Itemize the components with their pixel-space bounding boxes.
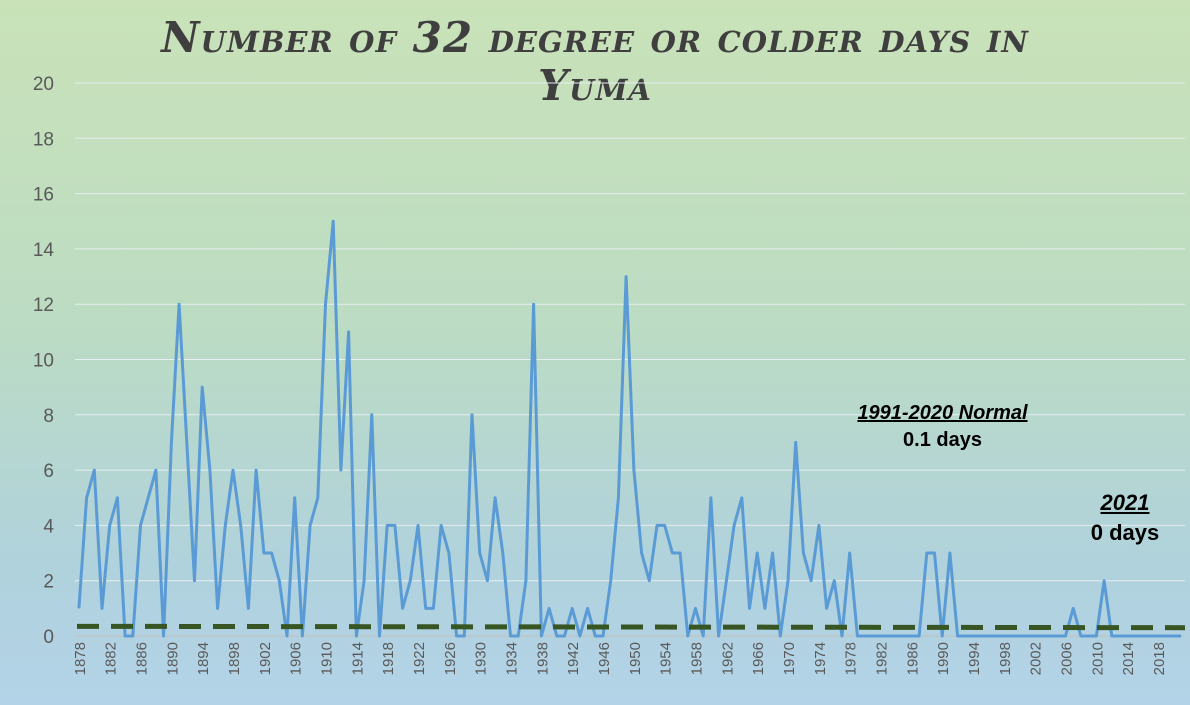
y-tick-label: 4 (43, 516, 54, 537)
x-tick-label: 1986 (904, 642, 921, 675)
x-tick-label: 1886 (134, 642, 151, 675)
grid-lines (75, 82, 1185, 637)
x-tick-label: 2018 (1151, 642, 1168, 675)
x-tick-label: 1962 (719, 642, 736, 675)
x-tick-label: 1974 (812, 642, 829, 675)
x-tick-label: 1982 (874, 642, 891, 675)
x-tick-label: 1990 (935, 642, 952, 675)
x-tick-label: 1934 (504, 642, 521, 675)
normal-annotation-title: 1991-2020 Normal (857, 402, 1028, 424)
x-tick-label: 1914 (349, 642, 366, 675)
x-tick-label: 1954 (658, 642, 675, 675)
x-tick-label: 1978 (843, 642, 860, 675)
normal-annotation-value: 0.1 days (903, 429, 982, 451)
x-tick-label: 1970 (781, 642, 798, 675)
y-tick-label: 14 (33, 240, 55, 261)
x-axis-ticks: 1878 1882 1886 1890 1894 1898 1902 1906 1910 1914… (72, 642, 1168, 675)
year-annotation-title: 2021 (1100, 490, 1150, 515)
y-tick-label: 10 (33, 351, 54, 372)
x-tick-label: 1958 (689, 642, 706, 675)
x-tick-label: 1966 (750, 642, 767, 675)
y-tick-label: 18 (33, 129, 54, 150)
y-tick-label: 16 (33, 185, 54, 206)
y-tick-label: 12 (33, 295, 54, 316)
x-tick-label: 1994 (966, 642, 983, 675)
x-tick-label: 1918 (380, 642, 397, 675)
year-annotation: 2021 0 days (1070, 490, 1180, 546)
x-tick-label: 1898 (226, 642, 243, 675)
x-tick-label: 1930 (473, 642, 490, 675)
y-tick-label: 20 (33, 74, 54, 95)
series-lines (76, 219, 1186, 638)
y-tick-label: 2 (43, 572, 54, 593)
x-tick-label: 1878 (72, 642, 89, 675)
x-tick-label: 1894 (195, 642, 212, 675)
x-tick-label: 1938 (534, 642, 551, 675)
x-tick-label: 1890 (164, 642, 181, 675)
y-axis-ticks: 0 2 4 6 8 10 12 14 16 18 20 (33, 74, 55, 648)
x-tick-label: 1906 (288, 642, 305, 675)
normal-annotation: 1991-2020 Normal 0.1 days (830, 402, 1055, 452)
x-tick-label: 2014 (1120, 642, 1137, 675)
year-annotation-value: 0 days (1090, 520, 1160, 545)
y-tick-label: 0 (43, 627, 54, 648)
y-tick-label: 6 (43, 461, 54, 482)
x-tick-label: 1910 (319, 642, 336, 675)
x-tick-label: 1902 (257, 642, 274, 675)
x-tick-label: 1922 (411, 642, 428, 675)
x-tick-label: 1926 (442, 642, 459, 675)
y-tick-label: 8 (43, 406, 54, 427)
x-tick-label: 2010 (1089, 642, 1106, 675)
x-tick-label: 1950 (627, 642, 644, 675)
series-line-cold-days (77, 219, 1182, 638)
x-tick-label: 2002 (1028, 642, 1045, 675)
normal-reference-line (76, 623, 1186, 631)
x-tick-label: 2006 (1059, 642, 1076, 675)
x-tick-label: 1998 (997, 642, 1014, 675)
x-tick-label: 1942 (565, 642, 582, 675)
x-tick-label: 1946 (596, 642, 613, 675)
x-tick-label: 1882 (103, 642, 120, 675)
chart-title: Number of 32 degree or colder days in Yu… (161, 13, 1029, 110)
